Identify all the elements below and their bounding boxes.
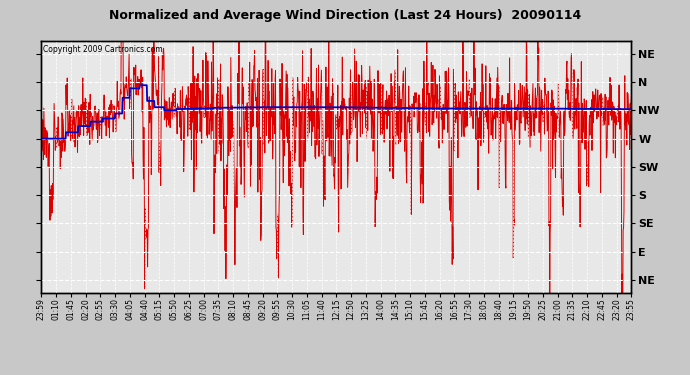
- Text: Copyright 2009 Cartronics.com: Copyright 2009 Cartronics.com: [43, 45, 163, 54]
- Text: Normalized and Average Wind Direction (Last 24 Hours)  20090114: Normalized and Average Wind Direction (L…: [109, 9, 581, 22]
